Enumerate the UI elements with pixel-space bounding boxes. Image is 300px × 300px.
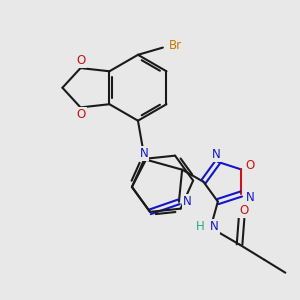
- Text: N: N: [246, 191, 254, 204]
- Text: O: O: [245, 159, 255, 172]
- Text: N: N: [210, 220, 219, 233]
- Text: O: O: [77, 108, 86, 121]
- Text: N: N: [140, 147, 148, 160]
- Text: N: N: [212, 148, 220, 161]
- Text: O: O: [239, 204, 248, 217]
- Text: Br: Br: [169, 40, 182, 52]
- Text: H: H: [196, 220, 205, 233]
- Text: N: N: [183, 195, 191, 208]
- Text: O: O: [77, 54, 86, 67]
